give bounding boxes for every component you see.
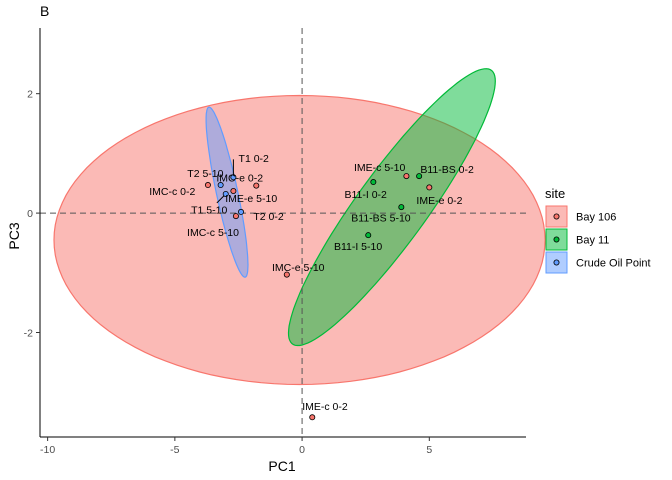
point-label: IMC-e 0-2: [216, 172, 263, 184]
confidence-ellipses: [53, 68, 546, 386]
legend-label: Bay 11: [576, 235, 609, 247]
x-tick-label: 0: [299, 444, 305, 456]
legend-label: Crude Oil Point: [576, 258, 651, 270]
point-label: IME-e 0-2: [416, 195, 462, 207]
y-axis-title: PC3: [6, 222, 22, 249]
legend-marker: [553, 213, 560, 220]
y-tick-label: -2: [24, 328, 33, 340]
panel-label: B: [40, 3, 49, 19]
legend-marker: [553, 259, 560, 266]
x-axis-title: PC1: [268, 458, 295, 474]
data-point: [309, 414, 316, 421]
data-point: [253, 182, 260, 189]
data-point: [398, 204, 405, 211]
point-label: B11-I 5-10: [334, 241, 382, 253]
data-point: [403, 173, 410, 180]
point-label: T1 5-10: [191, 205, 227, 217]
point-label: T1 0-2: [239, 153, 270, 165]
data-point: [426, 184, 433, 191]
data-point: [416, 173, 423, 180]
y-tick-label: 2: [27, 89, 33, 101]
point-label: IME-e 5-10: [225, 193, 277, 205]
data-point: [222, 190, 229, 197]
data-point: [370, 179, 377, 186]
data-points: [204, 173, 433, 421]
point-label: T2 0-2: [253, 211, 284, 223]
point-label: IMC-e 5-10: [272, 262, 325, 274]
axes: -10 -5 0 5 -2 0 2: [24, 28, 526, 456]
y-tick-label: 0: [27, 208, 33, 220]
data-point: [204, 182, 211, 189]
data-point: [232, 213, 239, 220]
x-tick-label: -5: [170, 444, 179, 456]
data-point: [238, 208, 245, 215]
reference-lines: [40, 28, 526, 437]
data-point: [230, 188, 237, 195]
data-point: [365, 232, 372, 239]
legend-label: Bay 106: [576, 212, 616, 224]
point-label: B11-I 0-2: [344, 189, 387, 201]
legend: site Bay 106 Bay 11 Crude Oil Point: [545, 186, 651, 274]
data-point: [283, 271, 290, 278]
legend-marker: [553, 236, 560, 243]
x-tick-label: -10: [40, 444, 55, 456]
point-label: T2 5-10: [187, 168, 223, 180]
point-label: B11-BS 5-10: [351, 212, 410, 224]
point-labels: IMC-c 0-2 IMC-e 0-2 IME-e 5-10 T2 0-2 IMC-e …: [149, 153, 474, 413]
legend-title: site: [545, 186, 565, 201]
point-label: IME-c 0-2: [302, 401, 348, 413]
point-label: IMC-c 5-10: [187, 227, 239, 239]
point-label: IME-c 5-10: [354, 162, 406, 174]
point-label: B11-BS 0-2: [420, 164, 474, 176]
point-label: IMC-c 0-2: [149, 186, 195, 198]
data-point: [217, 182, 224, 189]
ellipse-bay-11: [287, 68, 496, 347]
x-tick-label: 5: [426, 444, 432, 456]
data-point: [230, 174, 237, 181]
